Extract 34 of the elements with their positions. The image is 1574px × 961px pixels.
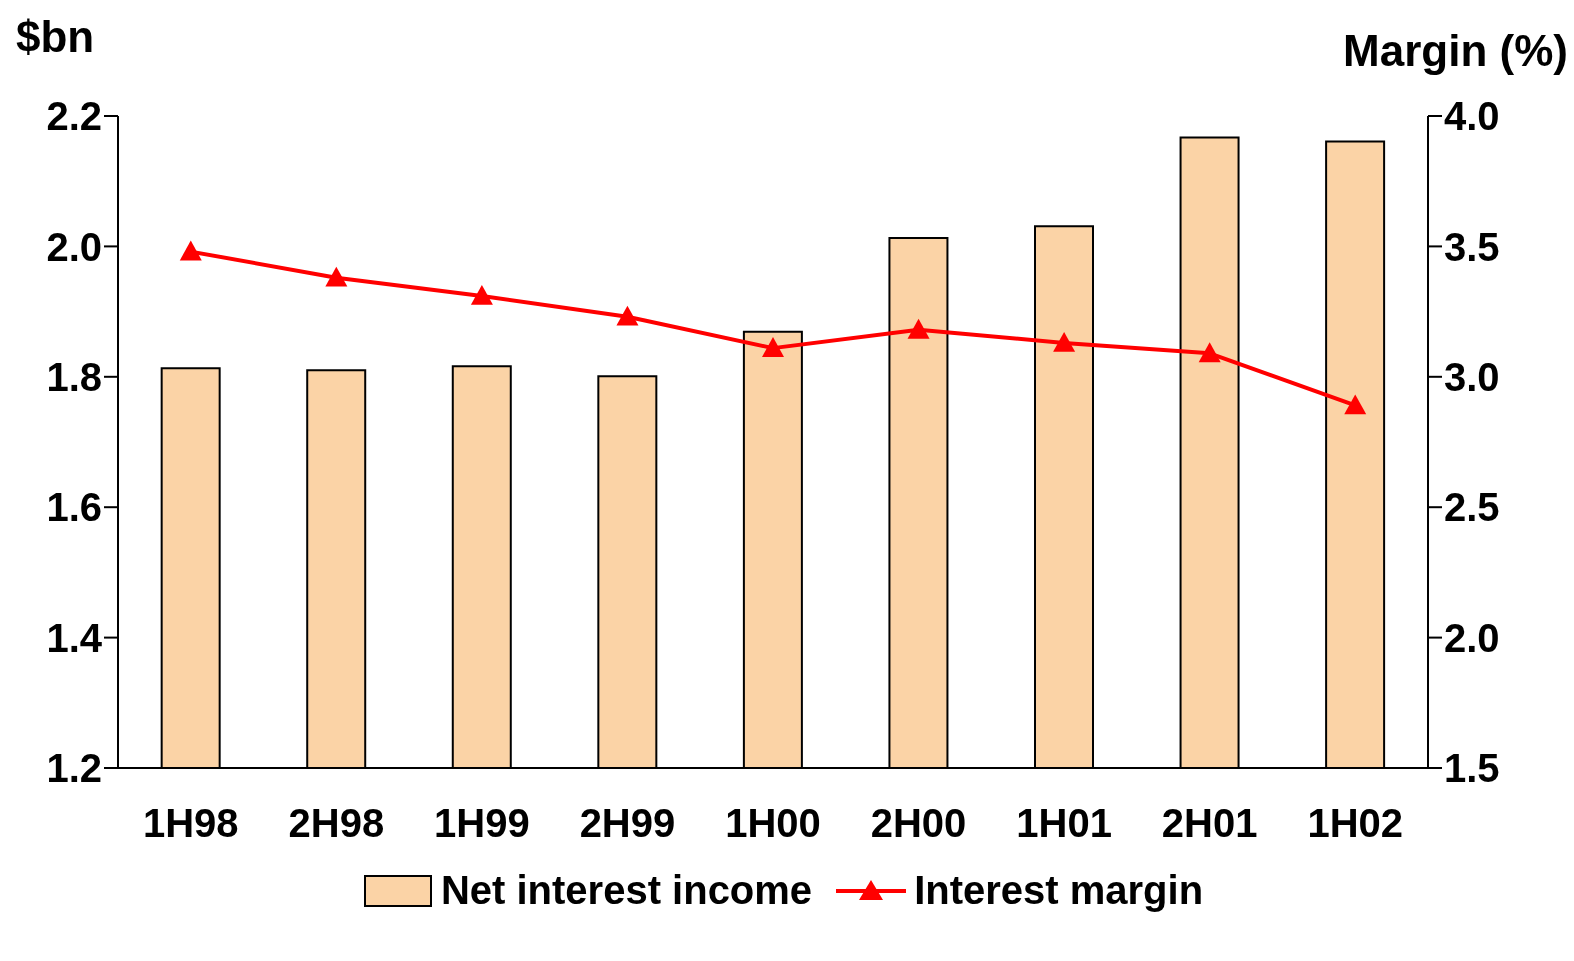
point	[1053, 331, 1076, 352]
y2-tick-label: 4.0	[1444, 94, 1500, 139]
y2-tick-label: 1.5	[1444, 746, 1500, 791]
y-tick-label: 1.2	[46, 746, 102, 791]
y-tick-label: 1.6	[46, 485, 102, 530]
x-tick-label: 1H99	[434, 801, 530, 846]
y2-tick-label: 3.5	[1444, 224, 1500, 269]
y2-axis-title: Margin (%)	[1343, 26, 1568, 76]
legend-label: Net interest income	[440, 868, 813, 913]
x-tick-label: 1H02	[1307, 801, 1404, 846]
legend-label: Interest margin	[914, 868, 1204, 913]
y2-tick-label: 3.0	[1444, 355, 1500, 399]
y-tick-label: 2.2	[46, 94, 102, 139]
y-axis-title: $bn	[16, 12, 95, 62]
y-tick-label: 1.8	[46, 355, 102, 399]
x-tick-label: 2H98	[288, 801, 385, 846]
y2-tick-label: 2.5	[1444, 485, 1500, 530]
point	[1344, 394, 1367, 415]
x-tick-label: 1H00	[725, 801, 821, 846]
x-tick-label: 2H00	[870, 801, 967, 846]
point	[179, 240, 202, 261]
point	[616, 305, 639, 326]
y2-tick-label: 2.0	[1444, 615, 1500, 660]
point	[470, 284, 493, 305]
point	[762, 337, 784, 357]
x-tick-label: 1H01	[1016, 801, 1112, 846]
point	[325, 266, 348, 287]
y-tick-label: 2.0	[46, 224, 102, 269]
x-tick-label: 1H98	[142, 801, 239, 846]
x-tick-label: 2H01	[1161, 801, 1258, 846]
point	[1198, 342, 1221, 363]
y-tick-label: 1.4	[46, 615, 103, 660]
point	[907, 318, 930, 339]
x-tick-label: 2H99	[579, 801, 676, 846]
